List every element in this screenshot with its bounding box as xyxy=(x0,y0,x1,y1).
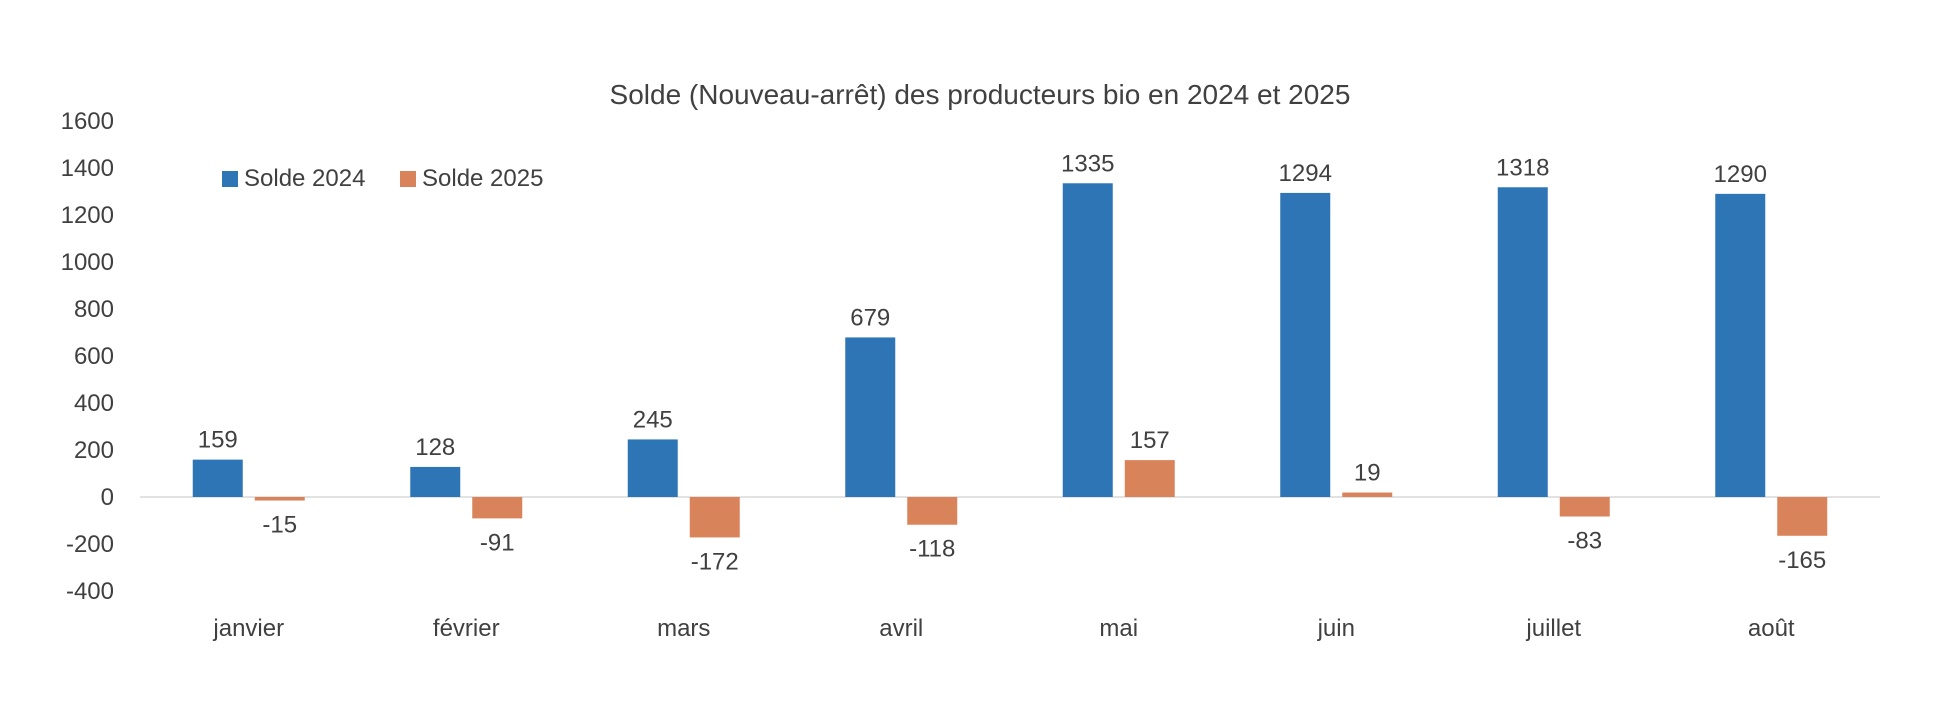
x-category-label: mai xyxy=(1099,615,1138,642)
bar-solde-2025 xyxy=(254,497,305,501)
x-category-label: février xyxy=(433,615,500,642)
bar-solde-2024 xyxy=(1280,192,1331,497)
bar-solde-2025 xyxy=(1124,460,1175,497)
y-tick-label: 200 xyxy=(74,437,114,464)
bar-solde-2024 xyxy=(1062,183,1113,497)
legend-label: Solde 2024 xyxy=(244,165,365,192)
bar-solde-2025 xyxy=(689,497,740,538)
x-category-label: janvier xyxy=(212,615,284,642)
data-label: 159 xyxy=(198,427,238,454)
data-label: -15 xyxy=(262,512,297,539)
y-axis: 1600 1400 1200 1000 800 600 400 200 0 -200 -400 xyxy=(61,108,114,605)
legend: Solde 2024 Solde 2025 xyxy=(222,165,543,192)
x-category-label: juin xyxy=(1317,615,1355,642)
data-label: 1335 xyxy=(1061,150,1114,177)
data-label: 157 xyxy=(1130,427,1170,454)
y-tick-label: 600 xyxy=(74,343,114,370)
x-axis: janvier février mars avril mai juin juillet aoû… xyxy=(212,615,1795,642)
bar-solde-2024 xyxy=(627,439,678,497)
y-tick-label: -200 xyxy=(66,531,114,558)
bar-solde-2025 xyxy=(472,497,523,519)
data-label: 245 xyxy=(633,406,673,433)
data-labels: 159 -15 128 -91 245 -172 679 -118 1335 157 1294 19 1… xyxy=(198,150,1827,575)
bar-solde-2024 xyxy=(1497,187,1548,497)
data-label: 679 xyxy=(850,304,890,331)
data-label: 1290 xyxy=(1714,161,1767,188)
bars xyxy=(192,183,1828,538)
y-tick-label: 1000 xyxy=(61,249,114,276)
bar-solde-2025 xyxy=(1777,497,1828,536)
data-label: -91 xyxy=(480,529,515,556)
y-tick-label: 0 xyxy=(101,484,114,511)
data-label: 19 xyxy=(1354,460,1381,487)
legend-swatch xyxy=(222,171,238,187)
legend-label: Solde 2025 xyxy=(422,165,543,192)
data-label: -172 xyxy=(691,548,739,575)
x-category-label: avril xyxy=(879,615,923,642)
bar-solde-2024 xyxy=(1715,193,1766,497)
bar-solde-2025 xyxy=(1342,492,1393,497)
bar-solde-2024 xyxy=(845,337,896,497)
bar-solde-2025 xyxy=(907,497,958,525)
y-tick-label: 800 xyxy=(74,296,114,323)
y-tick-label: 1400 xyxy=(61,155,114,182)
data-label: -165 xyxy=(1778,547,1826,574)
x-category-label: août xyxy=(1748,615,1795,642)
data-label: -118 xyxy=(909,536,955,563)
x-category-label: mars xyxy=(657,615,710,642)
data-label: 1294 xyxy=(1279,160,1332,187)
chart-title: Solde (Nouveau-arrêt) des producteurs bi… xyxy=(610,79,1351,110)
y-tick-label: 1200 xyxy=(61,202,114,229)
x-category-label: juillet xyxy=(1525,615,1581,642)
y-tick-label: 400 xyxy=(74,390,114,417)
data-label: -83 xyxy=(1567,528,1602,555)
data-label: 1318 xyxy=(1496,154,1549,181)
y-tick-label: -400 xyxy=(66,578,114,605)
bar-solde-2024 xyxy=(410,466,461,497)
bar-solde-2025 xyxy=(1559,497,1610,517)
data-label: 128 xyxy=(415,434,455,461)
y-tick-label: 1600 xyxy=(61,108,114,135)
legend-swatch xyxy=(400,171,416,187)
bar-solde-2024 xyxy=(192,459,243,497)
